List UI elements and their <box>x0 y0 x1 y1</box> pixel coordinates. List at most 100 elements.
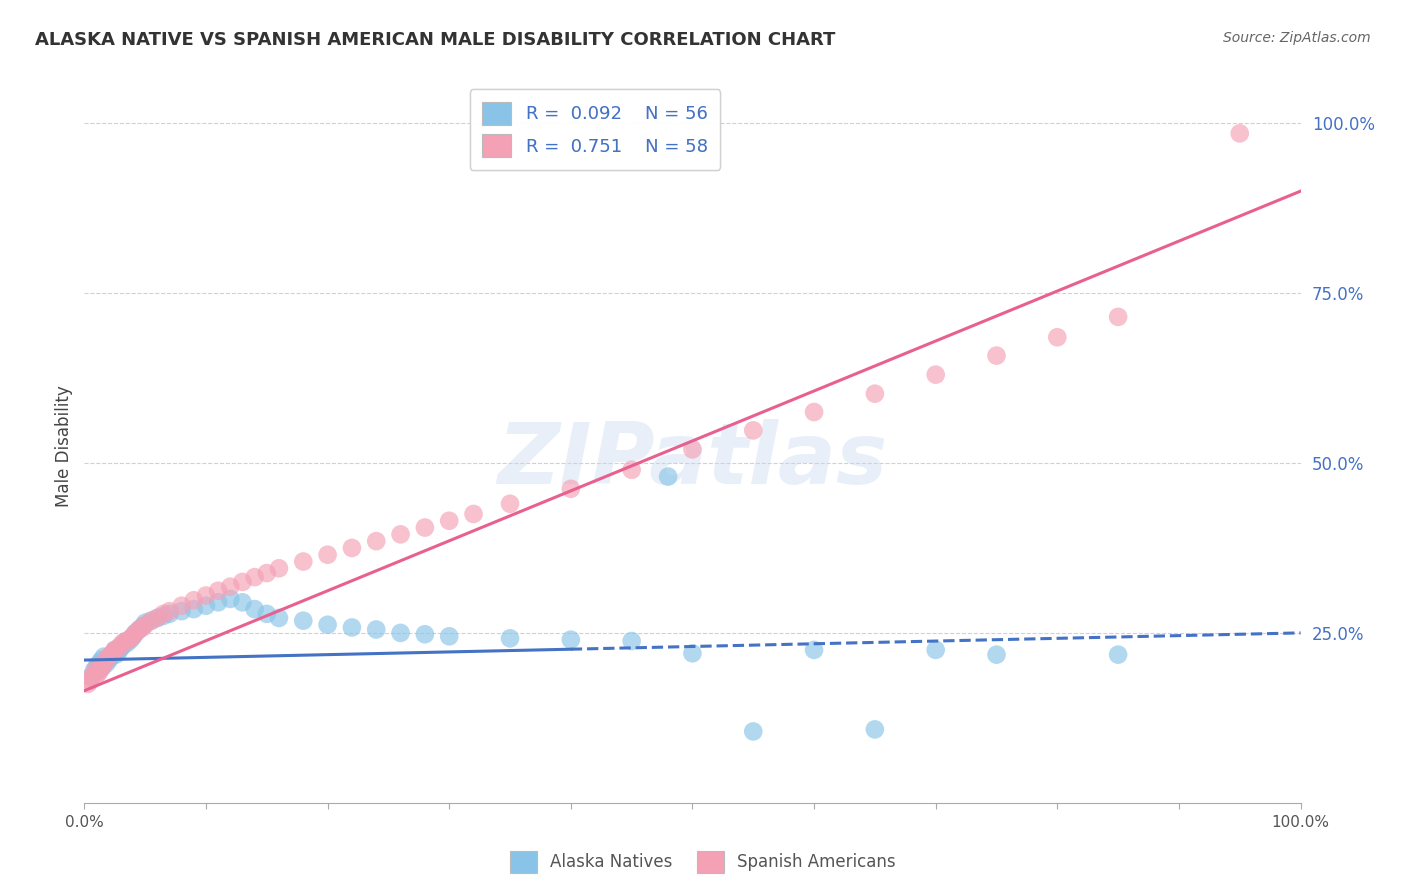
Point <box>267 611 290 625</box>
Point <box>170 599 193 613</box>
Point <box>110 638 132 652</box>
Point <box>803 405 825 419</box>
Text: ALASKA NATIVE VS SPANISH AMERICAN MALE DISABILITY CORRELATION CHART: ALASKA NATIVE VS SPANISH AMERICAN MALE D… <box>35 31 835 49</box>
Point <box>97 649 120 664</box>
Point <box>87 665 110 680</box>
Point <box>91 658 114 673</box>
Point <box>803 643 825 657</box>
Point <box>134 617 156 632</box>
Point <box>231 595 253 609</box>
Point <box>104 643 127 657</box>
Point <box>292 555 315 569</box>
Point <box>620 463 643 477</box>
Point <box>84 663 107 677</box>
Point <box>107 645 129 659</box>
Point <box>340 620 363 634</box>
Point <box>96 653 118 667</box>
Point <box>90 661 112 675</box>
Point <box>256 607 278 621</box>
Point <box>682 442 704 457</box>
Point <box>413 520 436 534</box>
Point <box>207 595 229 609</box>
Point <box>316 548 339 562</box>
Point <box>986 648 1008 662</box>
Point <box>986 349 1008 363</box>
Point <box>243 602 266 616</box>
Text: Source: ZipAtlas.com: Source: ZipAtlas.com <box>1223 31 1371 45</box>
Point <box>413 627 436 641</box>
Point <box>103 645 125 659</box>
Point <box>366 623 388 637</box>
Point <box>141 614 163 628</box>
Point <box>742 423 765 437</box>
Point <box>146 611 169 625</box>
Point <box>152 608 174 623</box>
Point <box>389 626 412 640</box>
Point <box>93 657 115 671</box>
Point <box>207 583 229 598</box>
Point <box>183 602 205 616</box>
Point <box>114 634 136 648</box>
Point <box>132 619 155 633</box>
Point <box>340 541 363 555</box>
Point <box>110 640 132 655</box>
Point <box>463 507 485 521</box>
Point <box>122 629 145 643</box>
Point <box>122 629 145 643</box>
Legend: R =  0.092    N = 56, R =  0.751    N = 58: R = 0.092 N = 56, R = 0.751 N = 58 <box>470 89 720 169</box>
Point <box>366 534 388 549</box>
Point <box>100 648 122 662</box>
Point <box>97 653 120 667</box>
Point <box>146 611 169 625</box>
Point <box>100 649 122 664</box>
Point <box>742 724 765 739</box>
Point <box>389 527 412 541</box>
Point <box>132 620 155 634</box>
Point <box>90 653 112 667</box>
Point <box>134 615 156 630</box>
Point <box>124 626 146 640</box>
Point <box>439 629 461 643</box>
Point <box>83 666 105 681</box>
Point <box>159 607 181 621</box>
Point <box>560 482 582 496</box>
Point <box>1107 648 1129 662</box>
Point <box>219 580 242 594</box>
Legend: Alaska Natives, Spanish Americans: Alaska Natives, Spanish Americans <box>503 845 903 880</box>
Point <box>620 634 643 648</box>
Point <box>152 607 174 621</box>
Point <box>115 634 138 648</box>
Point <box>93 649 115 664</box>
Point <box>560 632 582 647</box>
Point <box>243 570 266 584</box>
Point <box>87 663 110 677</box>
Point <box>194 589 218 603</box>
Point <box>80 670 103 684</box>
Point <box>316 617 339 632</box>
Point <box>112 635 135 649</box>
Point <box>499 632 522 646</box>
Point <box>79 670 101 684</box>
Point <box>863 386 886 401</box>
Point <box>83 663 105 677</box>
Point <box>256 566 278 580</box>
Point <box>104 643 127 657</box>
Point <box>128 623 150 637</box>
Y-axis label: Male Disability: Male Disability <box>55 385 73 507</box>
Point <box>170 604 193 618</box>
Point <box>657 469 679 483</box>
Point <box>219 591 242 606</box>
Point <box>96 657 118 671</box>
Point <box>103 646 125 660</box>
Point <box>863 723 886 737</box>
Point <box>499 497 522 511</box>
Point <box>86 660 108 674</box>
Point <box>267 561 290 575</box>
Point <box>112 638 135 652</box>
Point <box>159 604 181 618</box>
Point <box>104 648 127 662</box>
Point <box>682 646 704 660</box>
Point <box>1046 330 1069 344</box>
Point <box>115 636 138 650</box>
Point <box>925 368 948 382</box>
